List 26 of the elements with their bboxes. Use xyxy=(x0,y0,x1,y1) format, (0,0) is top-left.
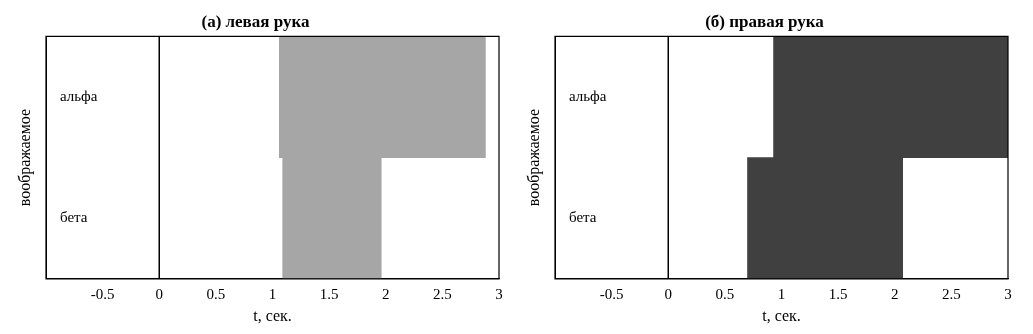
x-tick-label: 1.5 xyxy=(319,285,339,302)
x-axis-title: t, сек. xyxy=(762,306,801,324)
y-axis-title: воображаемое xyxy=(15,108,34,207)
x-tick-label: 2 xyxy=(382,285,390,302)
x-tick-label: -0.5 xyxy=(599,285,624,302)
x-tick-label: -0.5 xyxy=(90,285,115,302)
x-tick-label: 0.5 xyxy=(715,285,735,302)
x-tick-label: 1.5 xyxy=(828,285,848,302)
x-tick-label: 2 xyxy=(891,285,899,302)
x-tick-label: 2.5 xyxy=(942,285,961,302)
x-tick-label: 3 xyxy=(495,285,503,302)
y-tick-label: альфа xyxy=(60,87,98,104)
x-tick-label: 0.5 xyxy=(206,285,226,302)
chart-title: (б) правая рука xyxy=(705,11,825,31)
y-tick-label: бета xyxy=(60,209,88,226)
x-tick-label: 0 xyxy=(155,285,163,302)
x-tick-label: 3 xyxy=(1004,285,1012,302)
chart-title: (а) левая рука xyxy=(201,11,311,31)
x-tick-label: 1 xyxy=(268,285,277,302)
y-tick-label: бета xyxy=(569,209,597,226)
y-tick-label: альфа xyxy=(569,87,607,104)
x-tick-label: 1 xyxy=(777,285,786,302)
x-tick-label: 2.5 xyxy=(433,285,452,302)
y-axis-title: воображаемое xyxy=(524,108,543,207)
x-axis-title: t, сек. xyxy=(253,306,292,324)
x-tick-label: 0 xyxy=(664,285,672,302)
